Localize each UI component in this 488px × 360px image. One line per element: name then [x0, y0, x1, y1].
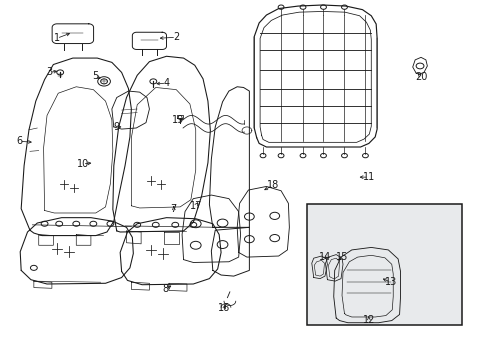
- Text: 4: 4: [163, 78, 169, 88]
- Text: 14: 14: [318, 252, 330, 262]
- Text: 18: 18: [266, 180, 278, 190]
- Text: 19: 19: [171, 115, 183, 125]
- Text: 7: 7: [170, 204, 177, 215]
- Text: 12: 12: [362, 315, 374, 325]
- Text: 20: 20: [414, 72, 427, 82]
- Text: 5: 5: [92, 71, 99, 81]
- Text: 9: 9: [113, 122, 120, 132]
- Bar: [306, 204, 461, 325]
- Text: 11: 11: [362, 172, 374, 182]
- Text: 1: 1: [54, 33, 60, 43]
- Text: 15: 15: [335, 252, 347, 262]
- Text: 8: 8: [162, 284, 168, 294]
- Text: 6: 6: [16, 136, 22, 146]
- Text: 2: 2: [173, 32, 179, 42]
- Text: 13: 13: [384, 277, 396, 287]
- Text: 16: 16: [218, 303, 230, 314]
- Text: 3: 3: [46, 67, 52, 77]
- Text: 17: 17: [189, 201, 202, 211]
- Text: 10: 10: [76, 159, 88, 169]
